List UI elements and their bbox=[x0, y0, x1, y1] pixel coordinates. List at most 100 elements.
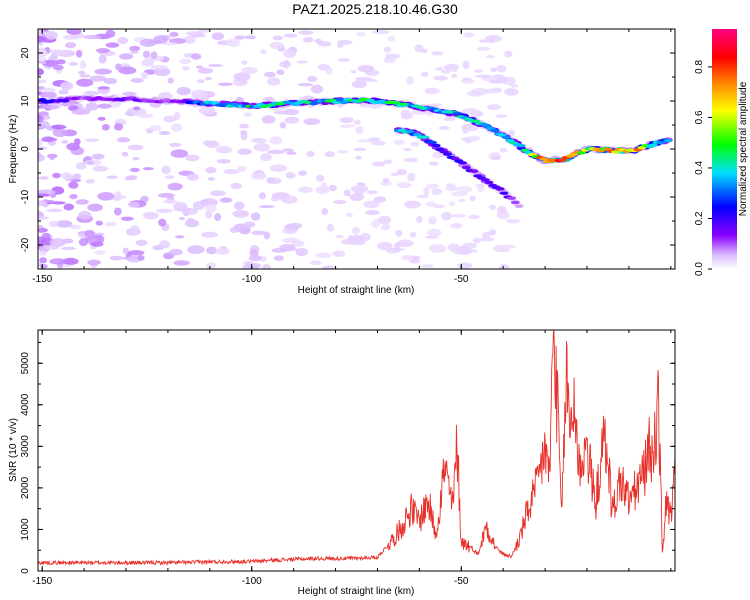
spectrogram-speckle bbox=[158, 218, 167, 227]
snr-y-tick-label: 5000 bbox=[20, 352, 31, 375]
spectrogram-secondary-ridge bbox=[507, 196, 517, 200]
spectrogram-speckle bbox=[431, 51, 444, 56]
spectrogram-speckle bbox=[489, 67, 498, 73]
spectrogram-speckle bbox=[105, 29, 116, 38]
spectrogram-speckle bbox=[38, 200, 48, 207]
spectrogram-speckle bbox=[43, 104, 59, 110]
spectrogram-speckle bbox=[150, 51, 158, 60]
spectrogram-speckle bbox=[38, 236, 46, 245]
spectrogram-speckle bbox=[173, 111, 181, 121]
spectrogram-speckle bbox=[266, 177, 282, 185]
spectrogram-speckle bbox=[210, 190, 226, 197]
spectrogram-speckle bbox=[376, 241, 393, 251]
spectrogram-speckle bbox=[41, 87, 56, 93]
spectrogram-speckle bbox=[55, 220, 73, 228]
spectrogram-speckle bbox=[38, 115, 44, 123]
spectrogram-speckle bbox=[280, 195, 298, 204]
spectrogram-speckle bbox=[431, 188, 442, 195]
spectrogram-speckle bbox=[504, 88, 519, 96]
spectrogram-speckle bbox=[117, 37, 129, 45]
spectrogram-main-ridge bbox=[663, 138, 673, 143]
spectrogram-speckle bbox=[433, 204, 446, 209]
spectrogram-speckle bbox=[61, 139, 69, 144]
spectrogram-speckle bbox=[396, 168, 408, 176]
spectrogram-speckle bbox=[38, 224, 44, 229]
spectrogram-speckle bbox=[183, 35, 196, 45]
spectrogram-speckle bbox=[215, 247, 230, 255]
spectrogram-speckle bbox=[355, 155, 362, 160]
spectrogram-speckle bbox=[371, 161, 386, 167]
spectrogram-speckle bbox=[462, 108, 479, 115]
spectrogram-speckle bbox=[230, 182, 242, 190]
spectrogram-speckle bbox=[114, 63, 122, 71]
spectrogram-speckle bbox=[66, 29, 82, 35]
spectrogram-speckle bbox=[163, 115, 177, 123]
spectrogram-speckle bbox=[38, 68, 44, 76]
spectrogram-speckle bbox=[474, 74, 492, 78]
spectrogram-speckle bbox=[39, 257, 47, 264]
spectrogram-speckle bbox=[336, 150, 349, 154]
spectrogram-speckle bbox=[39, 60, 47, 65]
spectrogram-speckle bbox=[38, 227, 48, 233]
spectrogram-speckle bbox=[471, 88, 489, 96]
spectrogram-secondary-ridge bbox=[458, 161, 468, 165]
snr-y-tick-label: 4000 bbox=[20, 393, 31, 416]
spectrogram-speckle bbox=[435, 66, 444, 71]
spectrogram-speckle bbox=[488, 229, 497, 236]
spectrogram-speckle bbox=[236, 165, 247, 172]
spectrogram-speckle bbox=[457, 246, 473, 256]
spectrogram-secondary-ridge bbox=[514, 204, 524, 208]
spectrogram-speckle bbox=[379, 181, 393, 186]
spectrogram-speckle bbox=[382, 221, 390, 229]
spectrogram-speckle bbox=[135, 239, 148, 247]
spectrogram-speckle bbox=[83, 90, 100, 96]
spectrogram-speckle bbox=[97, 116, 106, 121]
spectrogram-speckle bbox=[45, 137, 58, 142]
spectrogram-speckle bbox=[163, 42, 178, 46]
spectrogram-y-tick-label: -20 bbox=[20, 237, 31, 252]
snr-x-tick-label: -150 bbox=[32, 576, 52, 587]
spectrogram-speckle bbox=[206, 262, 217, 269]
spectrogram-speckle bbox=[58, 89, 69, 95]
spectrogram-speckle bbox=[297, 82, 314, 87]
spectrogram-speckle bbox=[128, 250, 145, 256]
spectrogram-speckle bbox=[260, 153, 272, 162]
spectrogram-speckle bbox=[174, 235, 185, 239]
spectrogram-speckle bbox=[185, 154, 200, 162]
spectrogram-speckle bbox=[91, 153, 105, 160]
spectrogram-speckle bbox=[48, 49, 66, 54]
spectrogram-speckle bbox=[284, 116, 300, 124]
spectrogram-speckle bbox=[476, 46, 491, 52]
spectrogram-main-ridge bbox=[516, 143, 526, 148]
spectrogram-speckle bbox=[441, 69, 452, 74]
spectrogram-speckle bbox=[249, 249, 259, 257]
spectrogram-speckle bbox=[365, 210, 380, 216]
spectrogram-speckle bbox=[441, 211, 452, 221]
spectrogram-speckle bbox=[267, 77, 281, 86]
spectrogram-speckle bbox=[129, 167, 140, 173]
spectrogram-speckle bbox=[484, 88, 503, 94]
spectrogram-speckle bbox=[310, 84, 324, 94]
spectrogram-secondary-ridge bbox=[427, 140, 437, 144]
colorbar-gradient bbox=[712, 29, 737, 269]
spectrogram-speckle bbox=[510, 83, 519, 88]
snr-y-tick-label: 2000 bbox=[20, 476, 31, 499]
spectrogram-main-ridge bbox=[392, 101, 402, 105]
spectrogram-speckle bbox=[262, 263, 272, 269]
spectrogram-speckle bbox=[258, 204, 275, 209]
spectrogram-speckle bbox=[38, 120, 50, 129]
snr-y-tick-label: 0 bbox=[20, 568, 31, 574]
spectrogram-speckle bbox=[371, 219, 380, 228]
spectrogram-main-ridge bbox=[558, 158, 568, 162]
spectrogram-speckle bbox=[49, 220, 59, 228]
spectrogram-speckle bbox=[390, 172, 399, 177]
spectrogram-speckle bbox=[237, 148, 252, 155]
spectrogram-x-tick-label: -150 bbox=[32, 274, 52, 285]
spectrogram-speckle bbox=[472, 237, 481, 244]
spectrogram-speckle bbox=[393, 139, 405, 145]
spectrogram-speckle bbox=[69, 224, 81, 230]
spectrogram-speckle bbox=[178, 58, 192, 64]
spectrogram-speckle bbox=[85, 138, 100, 143]
spectrogram-speckle bbox=[350, 185, 369, 193]
spectrogram-speckle bbox=[41, 59, 59, 67]
